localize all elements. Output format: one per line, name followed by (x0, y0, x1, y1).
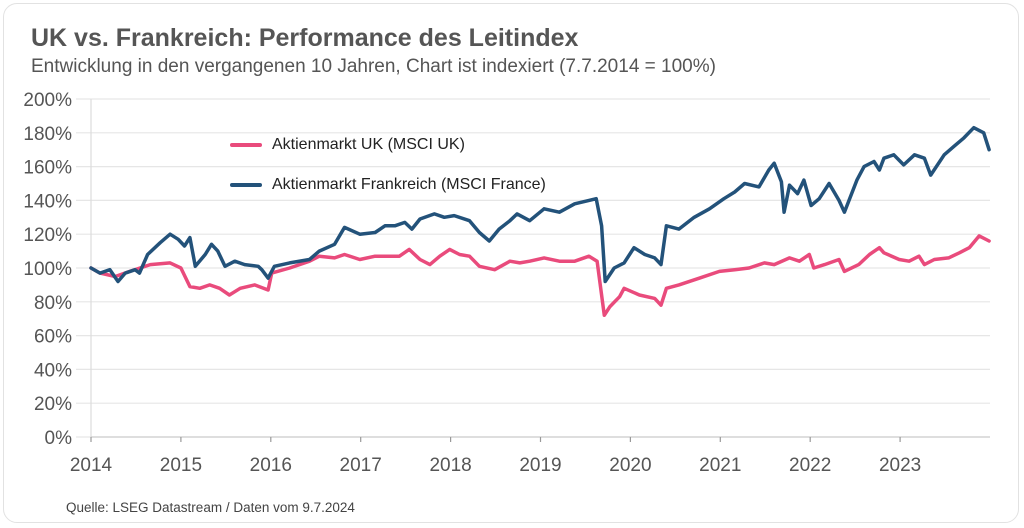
legend-item-uk: Aktienmarkt UK (MSCI UK) (230, 135, 546, 155)
legend-swatch-uk (230, 143, 262, 147)
x-tick-label: 2020 (609, 455, 651, 476)
y-tick-label: 0% (45, 428, 73, 449)
x-tick-label: 2014 (70, 455, 113, 476)
legend-label-france: Aktienmarkt Frankreich (MSCI France) (272, 176, 546, 193)
series-line-france (89, 125, 991, 284)
x-tick-label: 2015 (160, 455, 202, 476)
legend-item-france: Aktienmarkt Frankreich (MSCI France) (230, 175, 546, 195)
y-tick-label: 120% (23, 225, 72, 246)
x-tick-label: 2019 (519, 455, 561, 476)
x-tick-label: 2022 (789, 455, 831, 476)
x-tick-label: 2023 (879, 455, 921, 476)
x-tick-label: 2018 (429, 455, 471, 476)
legend-swatch-france (230, 183, 262, 187)
y-tick-label: 160% (23, 158, 72, 179)
y-tick-label: 100% (23, 259, 72, 280)
chart-title: UK vs. Frankreich: Performance des Leiti… (31, 24, 579, 52)
y-tick-label: 60% (34, 327, 72, 348)
y-tick-label: 200% (23, 90, 72, 111)
source-note: Quelle: LSEG Datastream / Daten vom 9.7.… (66, 500, 355, 515)
y-tick-label: 20% (34, 394, 72, 415)
y-tick-label: 40% (34, 360, 72, 381)
series-line-uk (89, 234, 991, 318)
legend-label-uk: Aktienmarkt UK (MSCI UK) (272, 136, 465, 153)
x-tick-label: 2021 (699, 455, 741, 476)
x-tick-label: 2017 (340, 455, 382, 476)
y-tick-label: 180% (23, 124, 72, 145)
y-tick-label: 140% (23, 191, 72, 212)
y-tick-label: 80% (34, 293, 72, 314)
x-tick-label: 2016 (250, 455, 292, 476)
legend: Aktienmarkt UK (MSCI UK) Aktienmarkt Fra… (230, 135, 546, 215)
chart-subtitle: Entwicklung in den vergangenen 10 Jahren… (31, 56, 716, 77)
